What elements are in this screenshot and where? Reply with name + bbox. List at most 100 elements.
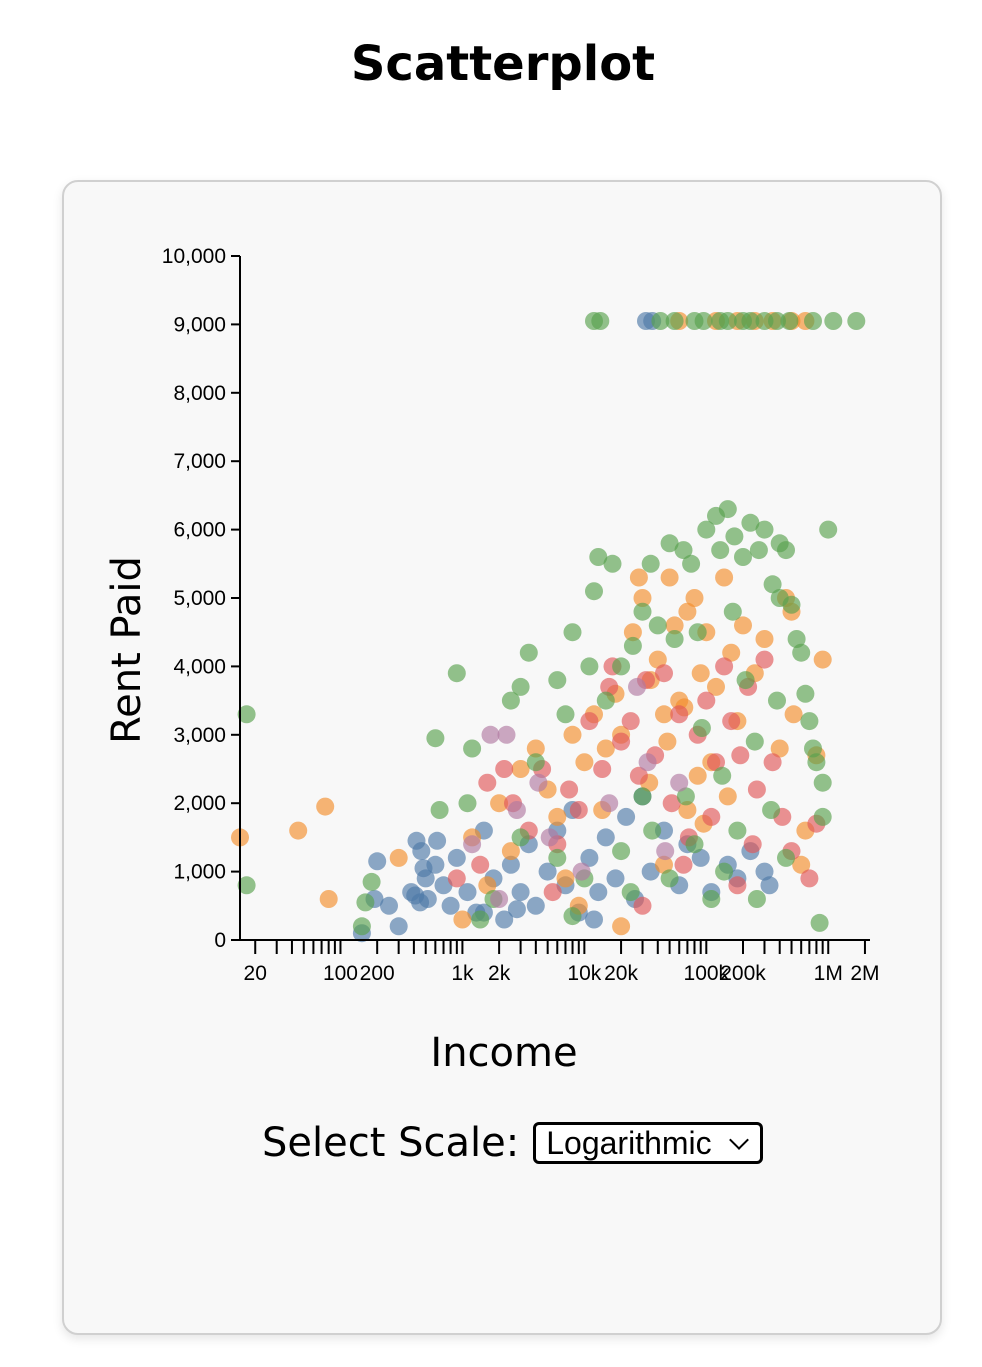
- scatter-point: [692, 719, 711, 737]
- scatter-point: [633, 589, 652, 607]
- scatter-point: [497, 725, 516, 744]
- scatter-point: [674, 541, 693, 560]
- scatter-point: [441, 896, 460, 915]
- scatter-point: [763, 753, 782, 772]
- scatter-point: [819, 520, 838, 539]
- scale-label: Select Scale:: [262, 1120, 520, 1166]
- scatter-point: [389, 848, 408, 867]
- scatter-point: [319, 890, 338, 908]
- scatter-point: [741, 513, 760, 532]
- scatter-point: [688, 623, 707, 642]
- y-tick-label: 4,000: [173, 655, 226, 678]
- chevron-down-icon: [729, 1130, 750, 1150]
- scatter-point: [629, 568, 648, 587]
- scatter-point: [760, 876, 779, 895]
- scatter-point: [600, 794, 619, 813]
- scatter-point: [589, 548, 608, 566]
- scatter-point: [736, 671, 755, 690]
- scatter-point: [501, 691, 520, 710]
- scatter-point: [656, 842, 675, 861]
- scatter-point: [633, 602, 652, 621]
- scatter-point: [648, 650, 667, 669]
- scatter-point: [471, 910, 490, 929]
- scatter-point: [676, 787, 695, 806]
- scatter-point: [237, 705, 256, 724]
- scatter-point: [572, 862, 591, 881]
- scatter-point: [685, 835, 704, 854]
- scatter-point: [596, 739, 615, 758]
- scatter-point: [804, 312, 822, 330]
- scatter-point: [569, 801, 588, 819]
- scatter-point: [655, 705, 673, 724]
- scatter-point: [638, 753, 657, 772]
- scatter-point: [563, 907, 582, 926]
- scatter-point: [707, 677, 725, 696]
- scatter-point: [453, 910, 472, 929]
- scatter-point: [606, 869, 625, 888]
- scatter-point: [651, 312, 670, 330]
- scatter-point: [356, 893, 375, 912]
- y-tick-label: 7,000: [173, 450, 226, 473]
- scatter-point: [593, 760, 612, 778]
- scatter-point: [768, 691, 786, 710]
- scatter-point: [755, 630, 774, 648]
- scatter-point: [511, 677, 530, 696]
- y-tick-label: 9,000: [173, 313, 226, 336]
- scatter-point: [755, 520, 774, 539]
- scatter-point: [511, 828, 530, 847]
- scatter-point: [362, 872, 381, 891]
- scatter-point: [810, 913, 829, 932]
- page-title: Scatterplot: [350, 36, 656, 92]
- scatter-point: [596, 828, 615, 847]
- scatter-point: [745, 732, 764, 751]
- scatter-point: [674, 855, 693, 874]
- scatter-point: [478, 876, 497, 895]
- scatter-point: [660, 568, 679, 587]
- scatter-point: [526, 753, 545, 772]
- scatter-point: [787, 630, 806, 648]
- x-axis-label: Income: [430, 1030, 577, 1076]
- scatter-point: [617, 807, 636, 826]
- scale-select-value: Logarithmic: [546, 1124, 712, 1161]
- scatter-point: [685, 589, 704, 607]
- scatter-point: [665, 630, 684, 648]
- scatter-point: [755, 312, 774, 330]
- x-tick-label: 20: [244, 962, 267, 985]
- points-layer: [231, 312, 866, 943]
- scatter-point: [556, 705, 575, 724]
- scatter-point: [511, 760, 530, 778]
- scatter-point: [543, 883, 562, 902]
- scatter-point: [603, 554, 622, 573]
- scatter-point: [762, 801, 781, 819]
- scatter-point: [655, 664, 673, 683]
- scatter-point: [352, 917, 371, 936]
- scatter-point: [458, 883, 477, 902]
- scale-select[interactable]: Logarithmic: [533, 1122, 764, 1164]
- chart-card: 0 1,000 2,000 3,000 4,000 5,000 6,000 7,000 8,00…: [62, 180, 942, 1335]
- scatter-point: [629, 766, 648, 785]
- scatter-point: [697, 520, 716, 539]
- scatter-point: [718, 312, 737, 330]
- scatter-point: [600, 677, 619, 696]
- x-tick-label: 2M: [850, 962, 879, 985]
- scatter-point: [463, 835, 482, 854]
- scatter-point: [560, 780, 579, 799]
- scatter-point: [434, 876, 453, 895]
- scatter-point: [540, 828, 559, 847]
- scatter-point: [743, 835, 762, 854]
- scatter-point: [731, 746, 750, 765]
- scatter-point: [755, 862, 774, 881]
- scatter-point: [655, 855, 673, 874]
- scatter-point: [792, 855, 811, 874]
- scatter-point: [380, 896, 398, 915]
- scatter-point: [458, 794, 477, 813]
- scatter-point: [660, 869, 679, 888]
- scatter-point: [548, 807, 567, 826]
- scatter-point: [490, 890, 509, 908]
- scatter-point: [768, 312, 786, 330]
- scatter-point: [463, 739, 482, 758]
- scatter-point: [507, 801, 526, 819]
- scatter-point: [628, 677, 646, 696]
- scatter-point: [612, 732, 631, 751]
- scatter-point: [563, 623, 582, 642]
